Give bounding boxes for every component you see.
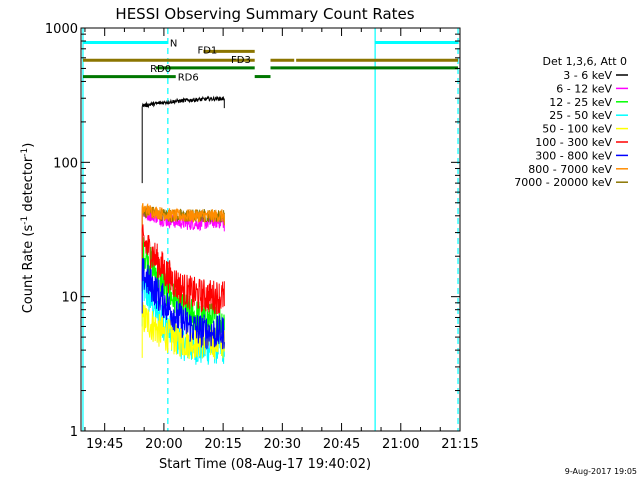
legend-label: 6 - 12 keV (556, 82, 612, 95)
x-axis-title: Start Time (08-Aug-17 19:40:02) (159, 457, 371, 472)
flag-bars: N FD1 FD3 RD0 RD6 (82, 38, 459, 84)
x-tick-label: 21:15 (441, 437, 478, 452)
y-tick-label: 10 (61, 291, 78, 306)
legend-label: 50 - 100 keV (542, 123, 612, 136)
series-line-0 (141, 95, 225, 184)
y-axis-title: Count Rate (s-1 detector-1) (20, 143, 36, 314)
x-tick-label: 20:00 (145, 437, 182, 452)
legend-label: 300 - 800 keV (535, 149, 612, 162)
series-lines (141, 95, 225, 365)
y-axis: 1 10 100 1000 (45, 22, 460, 440)
x-tick-label: 20:45 (323, 437, 360, 452)
y-axis-title-sup: -1 (20, 216, 30, 225)
legend-label: 100 - 300 keV (535, 136, 612, 149)
y-axis-title-part: Count Rate (s (21, 225, 36, 314)
y-axis-title-sup: -1 (20, 148, 30, 157)
flag-label-fd3: FD3 (231, 55, 251, 66)
legend-label: 12 - 25 keV (549, 96, 612, 109)
plot-frame (80, 27, 461, 432)
y-axis-title-part: ) (21, 143, 36, 148)
x-tick-label: 20:15 (204, 437, 241, 452)
series-line-7 (141, 202, 225, 250)
flag-label-n: N (170, 38, 177, 49)
footer-date: 9-Aug-2017 19:05 (565, 467, 637, 476)
flag-label-fd1: FD1 (197, 46, 217, 57)
y-tick-label: 100 (53, 156, 78, 171)
x-tick-label: 21:00 (382, 437, 419, 452)
y-axis-title-part: detector (21, 156, 36, 216)
legend-label: 25 - 50 keV (549, 109, 612, 122)
x-tick-label: 20:30 (264, 437, 301, 452)
vertical-markers (82, 28, 459, 431)
flag-label-rd6: RD6 (178, 73, 199, 84)
y-tick-label: 1 (70, 425, 78, 440)
x-axis: 19:45 20:00 20:15 20:30 20:45 21:00 21:15 (84, 28, 479, 452)
legend-title: Det 1,3,6, Att 0 (543, 55, 627, 68)
series-line-6 (141, 257, 225, 350)
legend-label: 800 - 7000 keV (528, 163, 612, 176)
chart-title: HESSI Observing Summary Count Rates (115, 5, 414, 23)
series-line-5 (141, 224, 225, 315)
legend-label: 3 - 6 keV (563, 69, 612, 82)
flag-label-rd0: RD0 (150, 64, 171, 75)
x-tick-label: 19:45 (86, 437, 123, 452)
legend-label: 7000 - 20000 keV (514, 176, 612, 189)
y-tick-label: 1000 (45, 22, 78, 37)
